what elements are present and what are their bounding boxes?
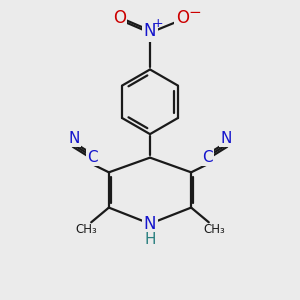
Text: CH₃: CH₃ xyxy=(75,223,97,236)
Text: O: O xyxy=(112,9,126,27)
Text: O: O xyxy=(176,9,189,27)
Text: CH₃: CH₃ xyxy=(203,223,225,236)
Text: C: C xyxy=(87,150,98,165)
Text: N: N xyxy=(144,22,156,40)
Text: N: N xyxy=(144,215,156,233)
Text: N: N xyxy=(68,131,80,146)
Text: −: − xyxy=(188,5,201,20)
Text: H: H xyxy=(144,232,156,247)
Text: C: C xyxy=(202,150,213,165)
Text: +: + xyxy=(153,17,164,30)
Text: N: N xyxy=(220,131,232,146)
